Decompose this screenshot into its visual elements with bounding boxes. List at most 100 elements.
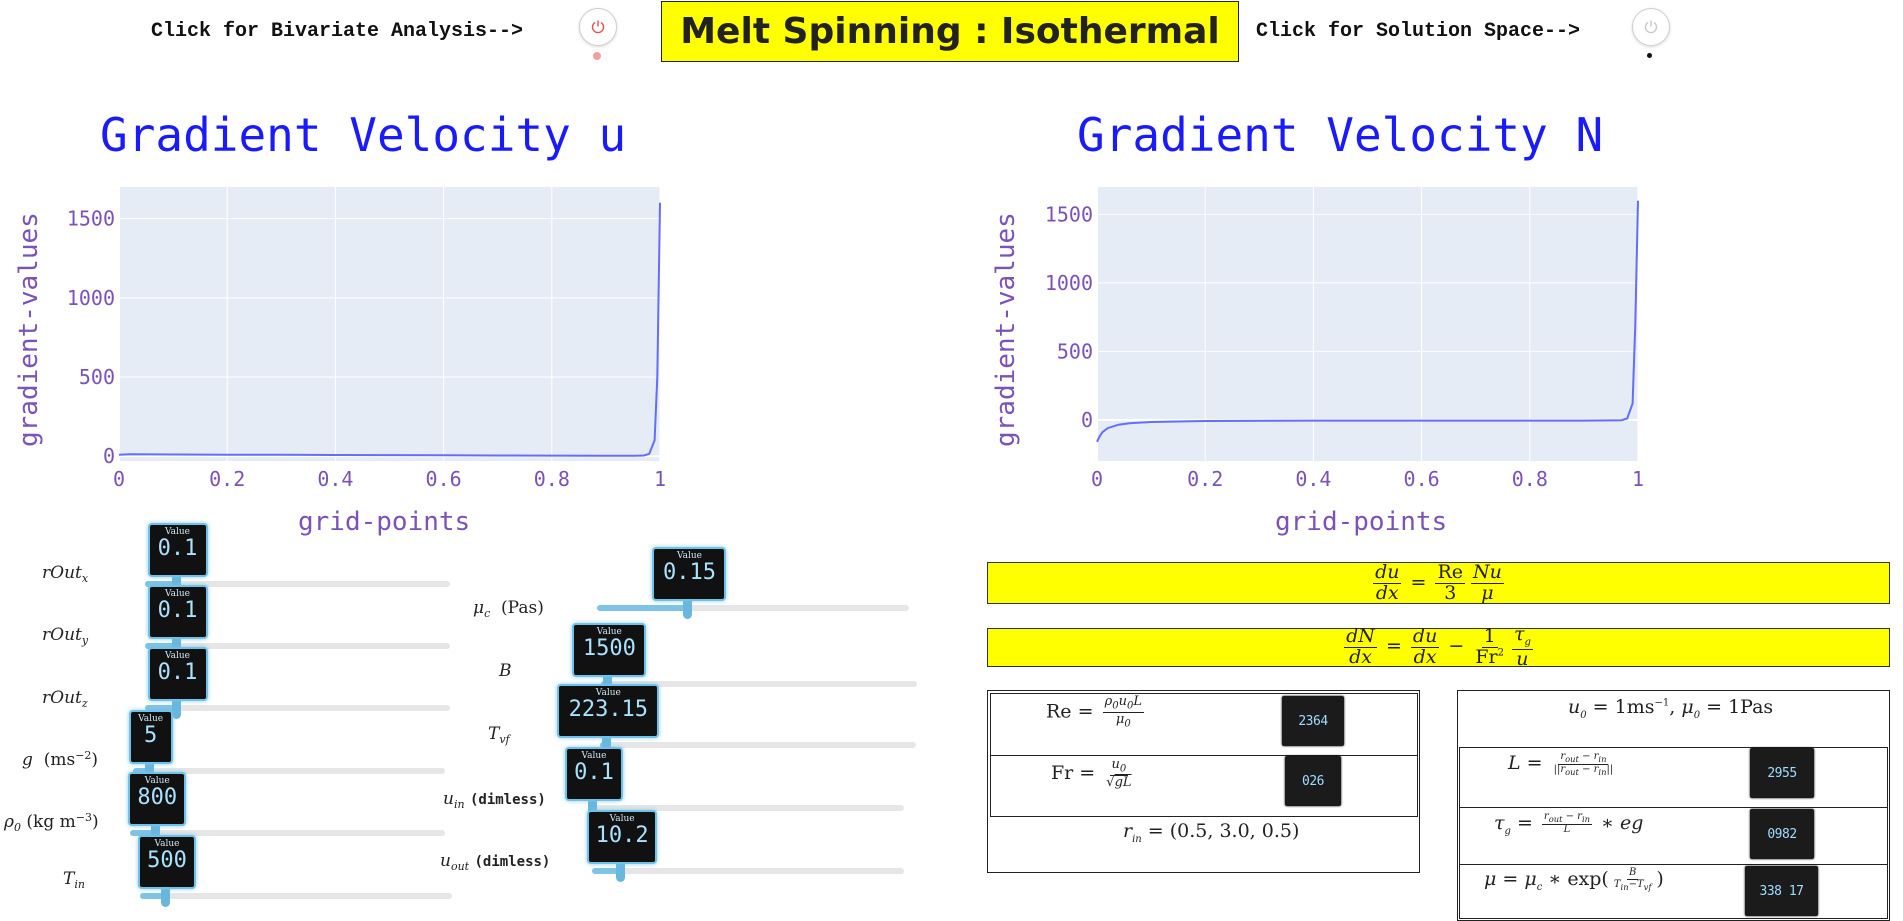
slider-right-4[interactable]: Value 10.2 [587, 810, 904, 882]
slider-value: 0.1 [157, 598, 198, 623]
slider-thumb[interactable] [602, 734, 612, 756]
slider-value-tooltip: Value 500 [137, 835, 196, 889]
slider-value-caption: Value [164, 651, 191, 661]
slider-value-tooltip: Value 10.2 [587, 810, 658, 864]
solution-status-dot [1647, 53, 1652, 58]
x-tick-label: 0.4 [1295, 467, 1331, 491]
tau-g-display: 0982 [1750, 809, 1814, 859]
x-tick-label: 0 [1091, 467, 1103, 491]
plot-area [1097, 187, 1638, 461]
slider-value-tooltip: Value 0.1 [147, 585, 208, 639]
slider-track[interactable] [600, 742, 916, 748]
slider-left-5[interactable]: Value 500 [137, 835, 452, 907]
slider-left-3[interactable]: Value 5 [128, 710, 445, 782]
slider-track[interactable] [145, 705, 450, 711]
slider-thumb[interactable] [171, 635, 181, 657]
slider-track[interactable] [592, 805, 904, 811]
equation-re: Re = ρ0u0L μ0 [1046, 694, 1144, 730]
slider-fill [145, 705, 176, 711]
slider-fill [592, 868, 621, 874]
solution-space-label: Click for Solution Space--> [1256, 20, 1581, 43]
chart-title-n: Gradient Velocity N [1077, 108, 1604, 162]
solution-power-button[interactable] [1632, 8, 1670, 46]
y-tick-label: 1000 [67, 286, 115, 310]
slider-left-2[interactable]: Value 0.1 [145, 647, 450, 719]
slider-value-caption: Value [595, 688, 621, 698]
slider-thumb[interactable] [160, 885, 170, 907]
series-line [118, 202, 661, 457]
x-tick-label: 0.6 [1404, 467, 1440, 491]
equation-fr: Fr = u0 √gL [1051, 757, 1132, 791]
slider-value-caption: Value [164, 527, 191, 537]
slider-value-caption: Value [144, 776, 170, 786]
x-tick-label: 0.2 [209, 467, 245, 491]
slider-thumb[interactable] [171, 697, 181, 719]
slider-value-caption: Value [596, 627, 622, 637]
slider-value-tooltip: Value 5 [128, 710, 173, 764]
slider-thumb[interactable] [171, 573, 181, 595]
series-line [1096, 200, 1639, 443]
equation-r-in: rin = (0.5, 3.0, 0.5) [1123, 820, 1300, 845]
slider-track[interactable] [140, 893, 452, 899]
slider-left-0[interactable]: Value 0.1 [145, 523, 450, 595]
app-title: Melt Spinning : Isothermal [680, 11, 1220, 52]
slider-thumb[interactable] [616, 860, 626, 882]
unit-rho: (kg m [26, 812, 76, 832]
bivariate-power-button[interactable] [579, 8, 617, 46]
slider-left-1[interactable]: Value 0.1 [145, 585, 450, 657]
slider-value: 0.1 [574, 760, 614, 785]
slider-label-u-in: uin (dimless) [443, 789, 546, 811]
equation-du-dx: du dx = Re 3 Nu μ [987, 562, 1890, 604]
slider-value-tooltip: Value 0.1 [147, 523, 208, 577]
x-tick-label: 0.6 [426, 467, 462, 491]
slider-track[interactable] [145, 581, 450, 587]
x-tick-label: 1 [1632, 467, 1644, 491]
slider-label-rout-x: rOutx [42, 563, 89, 585]
slider-label-rout-z: rOutz [42, 688, 88, 710]
slider-left-4[interactable]: Value 800 [128, 772, 445, 844]
power-icon [591, 20, 605, 34]
x-tick-label: 0.8 [1512, 467, 1548, 491]
slider-track[interactable] [145, 643, 450, 649]
slider-label-mu-c: μc (Pas) [473, 598, 544, 620]
slider-track[interactable] [597, 605, 909, 611]
slider-right-2[interactable]: Value 223.15 [557, 684, 916, 756]
slider-thumb[interactable] [144, 760, 154, 782]
slider-value-caption: Value [154, 839, 180, 849]
slider-right-0[interactable]: Value 0.15 [597, 547, 909, 619]
slider-thumb[interactable] [151, 822, 161, 844]
slider-value-caption: Value [676, 551, 702, 561]
slider-track[interactable] [601, 681, 917, 687]
slider-value-caption: Value [164, 589, 191, 599]
slider-track[interactable] [130, 830, 445, 836]
slider-fill [140, 893, 165, 899]
unit-g: (ms [43, 750, 76, 770]
y-tick-label: 0 [1081, 408, 1093, 432]
equation-tau-g: τg = rout − rin L ∗ eg [1494, 811, 1644, 837]
y-tick-label: 500 [1057, 339, 1093, 363]
slider-value-tooltip: Value 1500 [572, 623, 647, 677]
equation-mu: μ = μc ∗ exp(B Tin−Tvf) [1484, 867, 1664, 893]
slider-right-3[interactable]: Value 0.1 [565, 747, 904, 819]
slider-value-tooltip: Value 223.15 [557, 684, 660, 738]
fr-display: 026 [1285, 756, 1341, 806]
plot-area [119, 187, 660, 461]
y-tick-label: 1500 [1045, 202, 1093, 226]
slider-label-u-out: uout (dimless) [440, 851, 551, 873]
slider-track[interactable] [133, 768, 445, 774]
slider-label-t-in: Tin [63, 869, 85, 891]
slider-thumb[interactable] [588, 797, 597, 819]
slider-value-tooltip: Value 800 [128, 772, 187, 826]
y-axis-title-n: gradient-values [991, 212, 1021, 447]
unit-dimless: (dimless) [469, 792, 546, 808]
slider-fill [145, 581, 176, 587]
slider-value: 800 [137, 785, 178, 810]
x-tick-label: 1 [654, 467, 666, 491]
x-tick-label: 0.2 [1187, 467, 1223, 491]
y-axis-title-u: gradient-values [14, 212, 44, 447]
slider-track[interactable] [592, 868, 904, 874]
slider-fill [133, 768, 149, 774]
slider-value: 10.2 [595, 823, 649, 848]
bivariate-status-dot [593, 52, 601, 60]
slider-thumb[interactable] [683, 597, 693, 619]
